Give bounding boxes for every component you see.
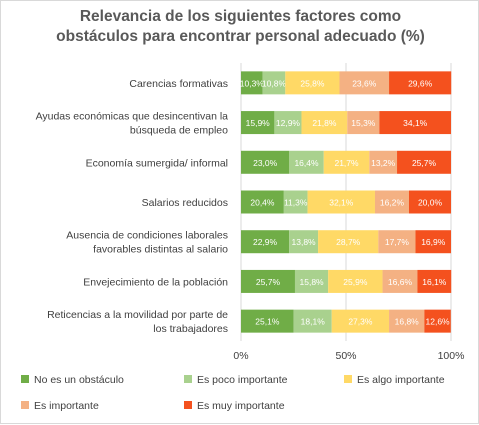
data-label-1-0: 15,9% (246, 118, 271, 128)
category-label-5-0: Envejecimiento de la población (83, 276, 228, 288)
chart-title-line-1: Relevancia de los siguientes factores co… (79, 8, 402, 25)
data-label-6-0: 25,1% (255, 317, 280, 327)
bar-6-0 (241, 309, 294, 333)
category-label-1-0: Ayudas económicas que desincentivan la (36, 111, 229, 123)
bar-0-3 (339, 71, 390, 95)
bar-0-2 (285, 71, 340, 95)
data-label-5-4: 16,1% (422, 277, 447, 287)
bar-1-4 (379, 111, 451, 135)
data-label-3-3: 16,2% (380, 198, 405, 208)
data-label-2-0: 23,0% (253, 158, 278, 168)
bar-3-1 (283, 190, 308, 214)
bar-0-4 (389, 71, 452, 95)
data-label-0-1: 10,8% (262, 78, 287, 88)
bar-2-3 (369, 150, 398, 174)
bar-2-1 (289, 150, 324, 174)
data-label-6-3: 16,8% (395, 317, 420, 327)
data-label-0-0: 10,3% (240, 78, 265, 88)
legend-swatch-1 (184, 375, 192, 383)
bar-4-3 (378, 230, 416, 254)
bar-3-4 (409, 190, 451, 214)
data-label-1-3: 15,3% (351, 118, 376, 128)
chart-title-line-2: obstáculos para encontrar personal adecu… (56, 28, 425, 45)
x-tick-label-1: 50% (335, 350, 356, 362)
bar-5-3 (382, 269, 418, 293)
bar-1-1 (274, 111, 302, 135)
data-label-4-3: 17,7% (385, 237, 410, 247)
bar-6-3 (389, 309, 425, 333)
legend-label-3: Es importante (34, 400, 99, 412)
x-tick-label-0: 0% (233, 350, 248, 362)
data-label-2-1: 16,4% (294, 158, 319, 168)
bar-5-1 (294, 269, 329, 293)
bar-4-4 (415, 230, 451, 254)
data-label-1-1: 12,9% (276, 118, 301, 128)
bar-6-1 (293, 309, 332, 333)
legend-label-4: Es muy importante (197, 400, 285, 412)
data-label-6-4: 12,6% (426, 317, 451, 327)
data-label-5-0: 25,7% (256, 277, 281, 287)
bar-5-0 (241, 269, 295, 293)
bar-2-0 (241, 150, 290, 174)
bar-5-4 (417, 269, 452, 293)
x-tick-label-2: 100% (438, 350, 465, 362)
data-label-0-2: 25,8% (300, 78, 325, 88)
legend-swatch-4 (184, 401, 192, 409)
bar-2-4 (397, 150, 451, 174)
data-label-6-2: 27,3% (348, 317, 373, 327)
bar-1-2 (301, 111, 348, 135)
category-label-4-1: favorables distintas al salario (93, 244, 228, 256)
category-label-3-0: Salarios reducidos (142, 197, 228, 209)
data-label-1-4: 34,1% (403, 118, 428, 128)
data-label-4-2: 28,7% (336, 237, 361, 247)
data-label-2-2: 21,7% (334, 158, 359, 168)
bar-0-0 (241, 71, 263, 95)
data-label-4-1: 13,8% (292, 237, 317, 247)
data-label-3-2: 32,1% (329, 198, 354, 208)
bar-1-0 (241, 111, 275, 135)
chart-title: Relevancia de los siguientes factores co… (1, 7, 479, 47)
legend-swatch-3 (21, 401, 29, 409)
bar-6-2 (331, 309, 390, 333)
bar-4-0 (241, 230, 290, 254)
data-label-4-4: 16,9% (421, 237, 446, 247)
category-label-6-1: los trabajadores (153, 323, 228, 335)
category-label-4-0: Ausencia de condiciones laborales (66, 230, 228, 242)
bar-6-4 (424, 309, 451, 333)
data-label-5-2: 25,9% (343, 277, 368, 287)
data-label-2-3: 13,2% (371, 158, 396, 168)
bar-1-3 (347, 111, 380, 135)
data-label-1-2: 21,8% (312, 118, 337, 128)
bar-4-1 (289, 230, 319, 254)
category-label-0-0: Carencias formativas (129, 78, 228, 90)
bar-3-3 (374, 190, 409, 214)
category-label-1-1: búsqueda de empleo (130, 125, 228, 137)
data-label-3-0: 20,4% (250, 198, 275, 208)
bar-0-1 (262, 71, 286, 95)
data-label-2-4: 25,7% (412, 158, 437, 168)
legend-label-1: Es poco importante (197, 374, 288, 386)
bar-3-2 (307, 190, 375, 214)
data-label-4-0: 22,9% (253, 237, 278, 247)
data-label-3-1: 11,3% (284, 198, 308, 208)
legend-label-2: Es algo importante (357, 374, 445, 386)
category-label-2-0: Economía sumergida/ informal (86, 157, 228, 169)
category-label-6-0: Reticencias a la movilidad por parte de (47, 309, 228, 321)
data-label-5-1: 15,8% (300, 277, 325, 287)
data-label-5-3: 16,6% (388, 277, 413, 287)
bar-3-0 (241, 190, 284, 214)
data-label-0-3: 23,6% (352, 78, 377, 88)
data-label-3-4: 20,0% (418, 198, 443, 208)
bar-2-2 (323, 150, 370, 174)
legend-swatch-2 (344, 375, 352, 383)
data-label-0-4: 29,6% (408, 78, 433, 88)
legend-label-0: No es un obstáculo (34, 374, 124, 386)
data-label-6-1: 18,1% (301, 317, 326, 327)
bar-4-2 (318, 230, 379, 254)
legend-swatch-0 (21, 375, 29, 383)
bar-5-2 (328, 269, 383, 293)
